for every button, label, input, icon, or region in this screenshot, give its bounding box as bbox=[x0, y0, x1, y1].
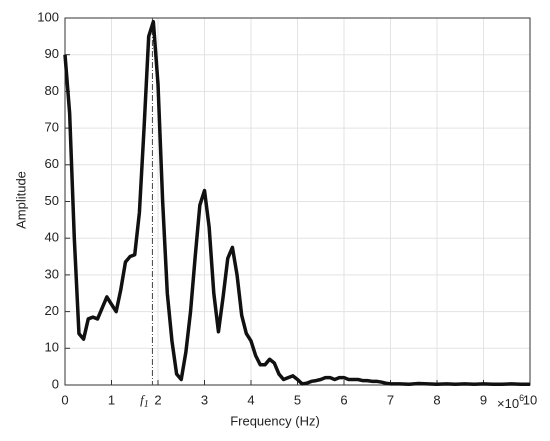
x-tick-label: 7 bbox=[387, 392, 394, 407]
x-tick-label: 2 bbox=[154, 392, 161, 407]
y-tick-label: 10 bbox=[45, 340, 59, 355]
y-tick-label: 0 bbox=[52, 376, 59, 391]
x-multiplier: ×106 bbox=[497, 393, 524, 411]
annotation-text: f bbox=[140, 392, 146, 407]
x-axis-label: Frequency (Hz) bbox=[230, 413, 320, 428]
x-tick-label: 1 bbox=[108, 392, 115, 407]
y-axis-label: Amplitude bbox=[13, 171, 28, 229]
x-tick-label: 8 bbox=[433, 392, 440, 407]
x-tick-label: 0 bbox=[61, 392, 68, 407]
x-tick-label: 5 bbox=[294, 392, 301, 407]
y-tick-label: 20 bbox=[45, 303, 59, 318]
multiplier-base: ×10 bbox=[497, 396, 519, 411]
multiplier-exponent: 6 bbox=[519, 393, 524, 403]
x-tick-label: 10 bbox=[523, 392, 537, 407]
y-tick-label: 50 bbox=[45, 193, 59, 208]
x-tick-label: 9 bbox=[480, 392, 487, 407]
data-line bbox=[63, 19, 530, 387]
annotation-subscript: 1 bbox=[144, 399, 149, 410]
y-tick-label: 40 bbox=[45, 230, 59, 245]
y-tick-label: 60 bbox=[45, 156, 59, 171]
annotation-label: f1 bbox=[140, 392, 149, 410]
x-tick-label: 4 bbox=[247, 392, 254, 407]
y-tick-label: 80 bbox=[45, 83, 59, 98]
y-tick-label: 30 bbox=[45, 266, 59, 281]
y-tick-label: 90 bbox=[45, 46, 59, 61]
y-tick-label: 70 bbox=[45, 120, 59, 135]
plot-frame bbox=[64, 17, 531, 386]
y-tick-label: 100 bbox=[37, 9, 59, 24]
x-tick-label: 3 bbox=[201, 392, 208, 407]
x-tick-label: 6 bbox=[340, 392, 347, 407]
